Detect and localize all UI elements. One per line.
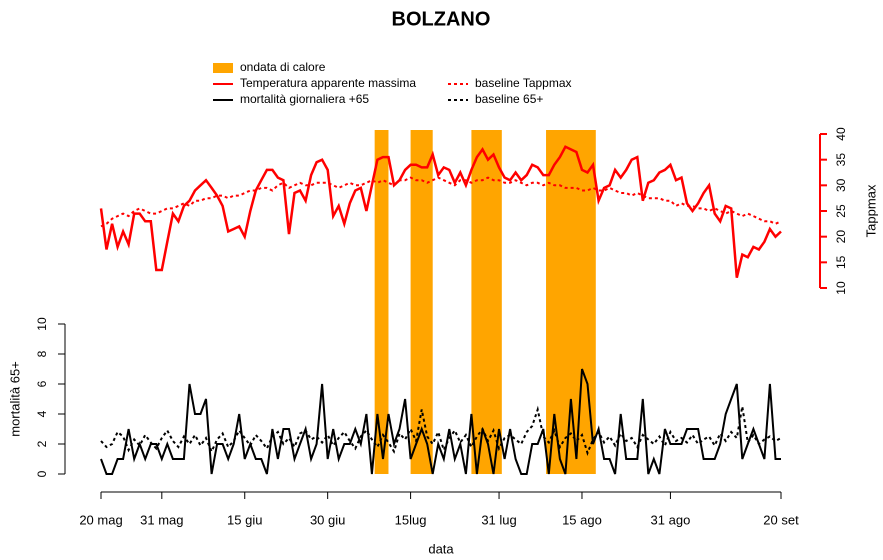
heatwave [410,130,433,474]
data-line [100,368,781,475]
x-tick-label: 15 ago [562,512,602,527]
y-tick-label: 8 [35,350,49,357]
y-tick-label: 4 [35,410,49,417]
x-tick-label: 31 mag [140,512,183,527]
legend-label: ondata di calore [240,60,326,74]
x-tick-label: 30 giu [310,512,345,527]
baseline-line [100,176,782,228]
y-axis-label: mortalità 65+ [7,361,22,437]
y-tick-label: 2 [35,440,49,447]
legend-label: baseline Tappmax [475,76,572,90]
y-tick-label: 40 [834,127,848,141]
y-tick-label: 15 [834,255,848,269]
y-tick-label: 10 [35,317,49,331]
y-tick-label: 30 [834,178,848,192]
data-line [99,145,782,278]
heatwave [471,130,502,474]
y-tick-label: 0 [35,470,49,477]
x-tick-label: 20 set [763,512,799,527]
legend-label: mortalità giornaliera +65 [240,92,369,106]
x-tick-label: 31 ago [651,512,691,527]
baseline-line [100,405,782,456]
heatwave [374,130,389,474]
y-tick-label: 20 [834,230,848,244]
x-tick-label: 31 lug [481,512,516,527]
y-tick-label: 25 [834,204,848,218]
x-tick-label: 15 giu [227,512,262,527]
x-axis-label: data [428,541,454,556]
chart-title: BOLZANO [392,8,491,30]
legend-label: baseline 65+ [475,92,543,106]
x-tick-label: 20 mag [79,512,122,527]
legend-swatch [213,63,233,73]
y-tick-label: 10 [834,281,848,295]
y-tick-label: 6 [35,380,49,387]
y-tick-label: 35 [834,153,848,167]
x-tick-label: 15lug [395,512,427,527]
legend-label: Temperatura apparente massima [240,76,416,90]
y-axis-label: Tappmax [863,184,878,237]
